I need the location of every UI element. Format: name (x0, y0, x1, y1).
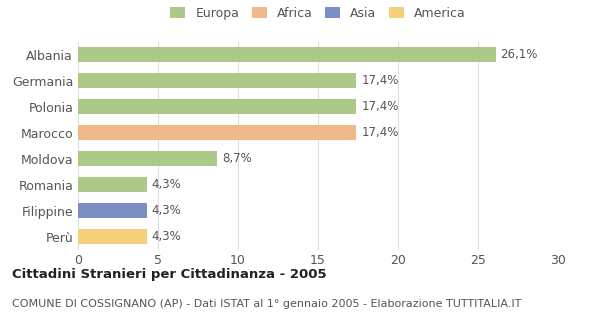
Text: 17,4%: 17,4% (361, 100, 398, 113)
Bar (78, 204, 147, 218)
Legend: Europa, Africa, Asia, America: Europa, Africa, Asia, America (166, 2, 470, 25)
Text: COMUNE DI COSSIGNANO (AP) - Dati ISTAT al 1° gennaio 2005 - Elaborazione TUTTITA: COMUNE DI COSSIGNANO (AP) - Dati ISTAT a… (12, 299, 521, 309)
Bar (78, 178, 147, 192)
Bar (78, 100, 356, 114)
Text: 26,1%: 26,1% (500, 48, 538, 61)
Text: 4,3%: 4,3% (152, 230, 181, 243)
Text: 4,3%: 4,3% (152, 204, 181, 217)
Bar (78, 74, 356, 88)
Text: Cittadini Stranieri per Cittadinanza - 2005: Cittadini Stranieri per Cittadinanza - 2… (12, 268, 326, 281)
Bar (78, 229, 147, 244)
Bar (78, 47, 496, 62)
Bar (78, 125, 356, 140)
Text: 8,7%: 8,7% (222, 152, 252, 165)
Text: 17,4%: 17,4% (361, 126, 398, 139)
Text: 4,3%: 4,3% (152, 178, 181, 191)
Text: 17,4%: 17,4% (361, 74, 398, 87)
Bar (78, 151, 217, 166)
